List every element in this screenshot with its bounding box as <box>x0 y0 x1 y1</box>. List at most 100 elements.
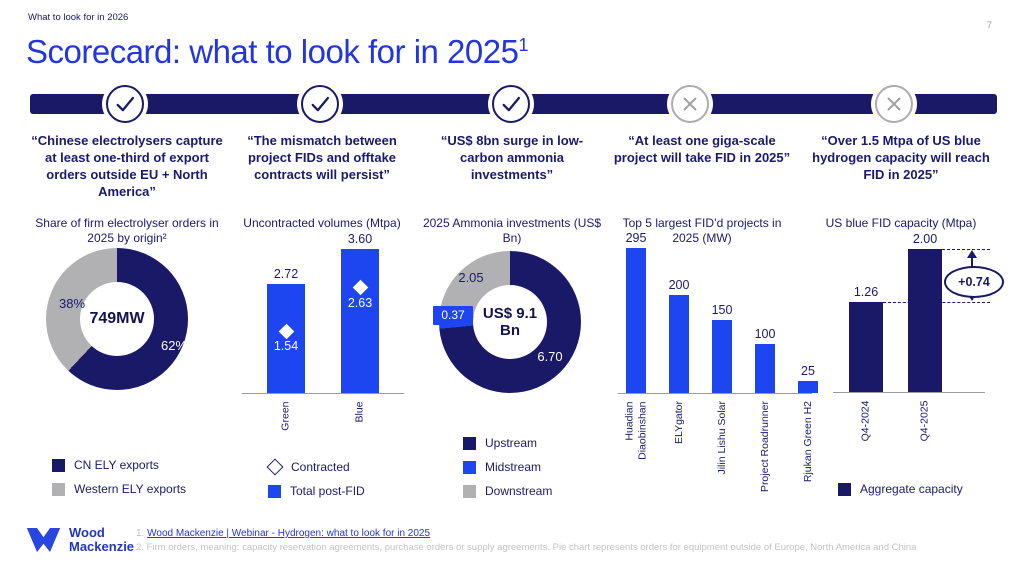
square-swatch-icon <box>52 482 65 496</box>
bar-value-label: 2.72 <box>273 267 299 282</box>
bar-project-roadrunner <box>755 344 775 393</box>
bar-q4-2024 <box>849 301 883 392</box>
legend-label: Midstream <box>485 460 542 474</box>
status-badge-fail <box>671 85 709 123</box>
bar-value-label: 1.26 <box>853 284 879 299</box>
column-giga-scale-fid: “At least one giga-scale project will ta… <box>608 130 818 530</box>
chart-title: 2025 Ammonia investments (US$ Bn) <box>422 216 602 245</box>
status-badge-fail <box>875 85 913 123</box>
legend-item: CN ELY exports <box>52 458 226 472</box>
x-axis-label: Q4-2025 <box>918 400 931 441</box>
legend-label: CN ELY exports <box>74 458 159 472</box>
x-axis <box>242 393 404 394</box>
bar-value-label: 150 <box>711 302 733 317</box>
x-axis <box>833 392 985 393</box>
page-title-footnote-ref: 1 <box>518 35 528 55</box>
quote-text: “The mismatch between project FIDs and o… <box>247 133 397 183</box>
legend-us-blue-fid-capacity: Aggregate capacity <box>838 482 1002 506</box>
legend-item: Midstream <box>463 460 602 474</box>
bar-value-label: 2.00 <box>912 232 938 246</box>
chart-title: Share of firm electrolyser orders in 202… <box>35 216 219 245</box>
slice-label: 2.05 <box>458 270 484 285</box>
page-title-text: Scorecard: what to look for in 2025 <box>26 33 519 70</box>
woodmac-logo: Wood Mackenzie <box>25 526 134 554</box>
status-badge-pass <box>106 85 144 123</box>
legend-electrolyser-orders: CN ELY exports Western ELY exports <box>52 458 226 506</box>
x-axis-label: Q4-2024 <box>859 400 872 441</box>
x-axis-label: ELYgator <box>672 401 685 444</box>
bar-value-label: 3.60 <box>347 232 373 246</box>
bar-blue <box>341 249 379 393</box>
column-us-blue-hydrogen: “Over 1.5 Mtpa of US blue hydrogen capac… <box>800 130 1004 530</box>
footnote-2: 2. Firm orders, meaning: capacity reserv… <box>136 542 917 553</box>
bar-chart-uncontracted-volumes: 2.72 1.54 Green 3.60 2.63 Blue <box>234 232 410 488</box>
legend-item: Aggregate capacity <box>838 482 1002 496</box>
quote-text: “At least one giga-scale project will ta… <box>613 133 791 166</box>
footer: Wood Mackenzie 1. Wood Mackenzie | Webin… <box>0 512 1024 569</box>
legend-item: Upstream <box>463 436 602 450</box>
donut-center-label: 749MW <box>89 310 145 327</box>
donut-chart-electrolyser-orders: 749MW 62% 38% <box>28 248 226 488</box>
column-fid-offtake-mismatch: “The mismatch between project FIDs and o… <box>234 130 410 530</box>
quote-text: “Chinese electrolysers capture at least … <box>31 133 223 200</box>
status-badge-pass <box>492 85 530 123</box>
marker-value-label: 2.63 <box>347 295 373 310</box>
logo-line-1: Wood <box>69 525 105 541</box>
square-swatch-icon <box>52 458 65 472</box>
legend-item: Downstream <box>463 484 602 498</box>
bar-huadian-diaobinshan <box>626 248 646 393</box>
page-title: Scorecard: what to look for in 20251 <box>26 33 528 71</box>
check-icon <box>502 96 520 111</box>
cross-icon <box>683 97 697 111</box>
woodmac-logo-text: Wood Mackenzie <box>69 526 134 553</box>
legend-label: Total post-FID <box>290 484 365 498</box>
square-swatch-icon <box>463 436 476 450</box>
bar-chart-top5-fid-projects: 295 Huadian Diaobinshan 200 ELYgator 150 Jili… <box>608 231 818 492</box>
bar-jilin-lishu-solar <box>712 319 732 393</box>
logo-line-2: Mackenzie <box>69 539 135 554</box>
footnote-1-index: 1. <box>136 528 145 539</box>
legend-label: Contracted <box>291 460 350 474</box>
slice-label: 0.37 <box>433 306 473 325</box>
chart-title: US blue FID capacity (Mtpa) <box>825 216 977 230</box>
legend-item: Contracted <box>266 458 410 476</box>
x-axis-label: Green <box>279 401 292 431</box>
legend-label: Aggregate capacity <box>860 482 963 496</box>
donut-center-label: US$ 9.1 Bn <box>482 305 538 340</box>
x-axis-label: Huadian Diaobinshan <box>623 401 648 460</box>
quote-text: “US$ 8bn surge in low-carbon ammonia inv… <box>440 133 584 183</box>
square-swatch-icon <box>268 484 281 498</box>
cross-icon <box>887 97 901 111</box>
donut-hole <box>473 285 547 359</box>
slice-label: 62% <box>160 338 188 353</box>
diamond-swatch-icon <box>266 458 284 476</box>
square-swatch-icon <box>463 484 476 498</box>
x-axis-label: Project Roadrunner <box>758 401 771 493</box>
donut-chart-ammonia-investments: US$ 9.1 Bn 6.70 0.37 2.05 <box>422 248 602 488</box>
check-icon <box>311 96 329 111</box>
slice-label: 6.70 <box>537 349 563 364</box>
footnote-1: 1. Wood Mackenzie | Webinar - Hydrogen: … <box>136 528 946 539</box>
column-ammonia-investments: “US$ 8bn surge in low-carbon ammonia inv… <box>422 130 602 530</box>
bar-value-label: 200 <box>668 278 690 292</box>
bar-chart-us-blue-fid-capacity: 1.26 Q4-2024 2.00 Q4-2025 +0.74 <box>800 232 1004 488</box>
marker-value-label: 1.54 <box>273 339 299 354</box>
woodmac-logo-mark <box>26 527 61 553</box>
legend-label: Upstream <box>485 436 538 450</box>
chart-title: Uncontracted volumes (Mtpa) <box>243 216 401 230</box>
delta-annotation: +0.74 <box>944 266 1004 299</box>
bar-rjukan-green-h2 <box>798 380 818 393</box>
bar-value-label: 295 <box>625 231 647 246</box>
donut-hole <box>80 282 154 356</box>
square-swatch-icon <box>463 460 476 474</box>
chart-title: Top 5 largest FID’d projects in 2025 (MW… <box>622 216 782 245</box>
eyebrow-text: What to look for in 2026 <box>28 12 129 23</box>
status-badge-pass <box>301 85 339 123</box>
bar-value-label: 100 <box>754 327 776 341</box>
webinar-link[interactable]: Wood Mackenzie | Webinar - Hydrogen: wha… <box>147 528 431 539</box>
legend-uncontracted-volumes: Contracted Total post-FID <box>266 458 410 508</box>
arrow-up-icon <box>966 250 977 258</box>
check-icon <box>116 96 134 111</box>
legend-ammonia-investments: Upstream Midstream Downstream <box>463 436 602 508</box>
